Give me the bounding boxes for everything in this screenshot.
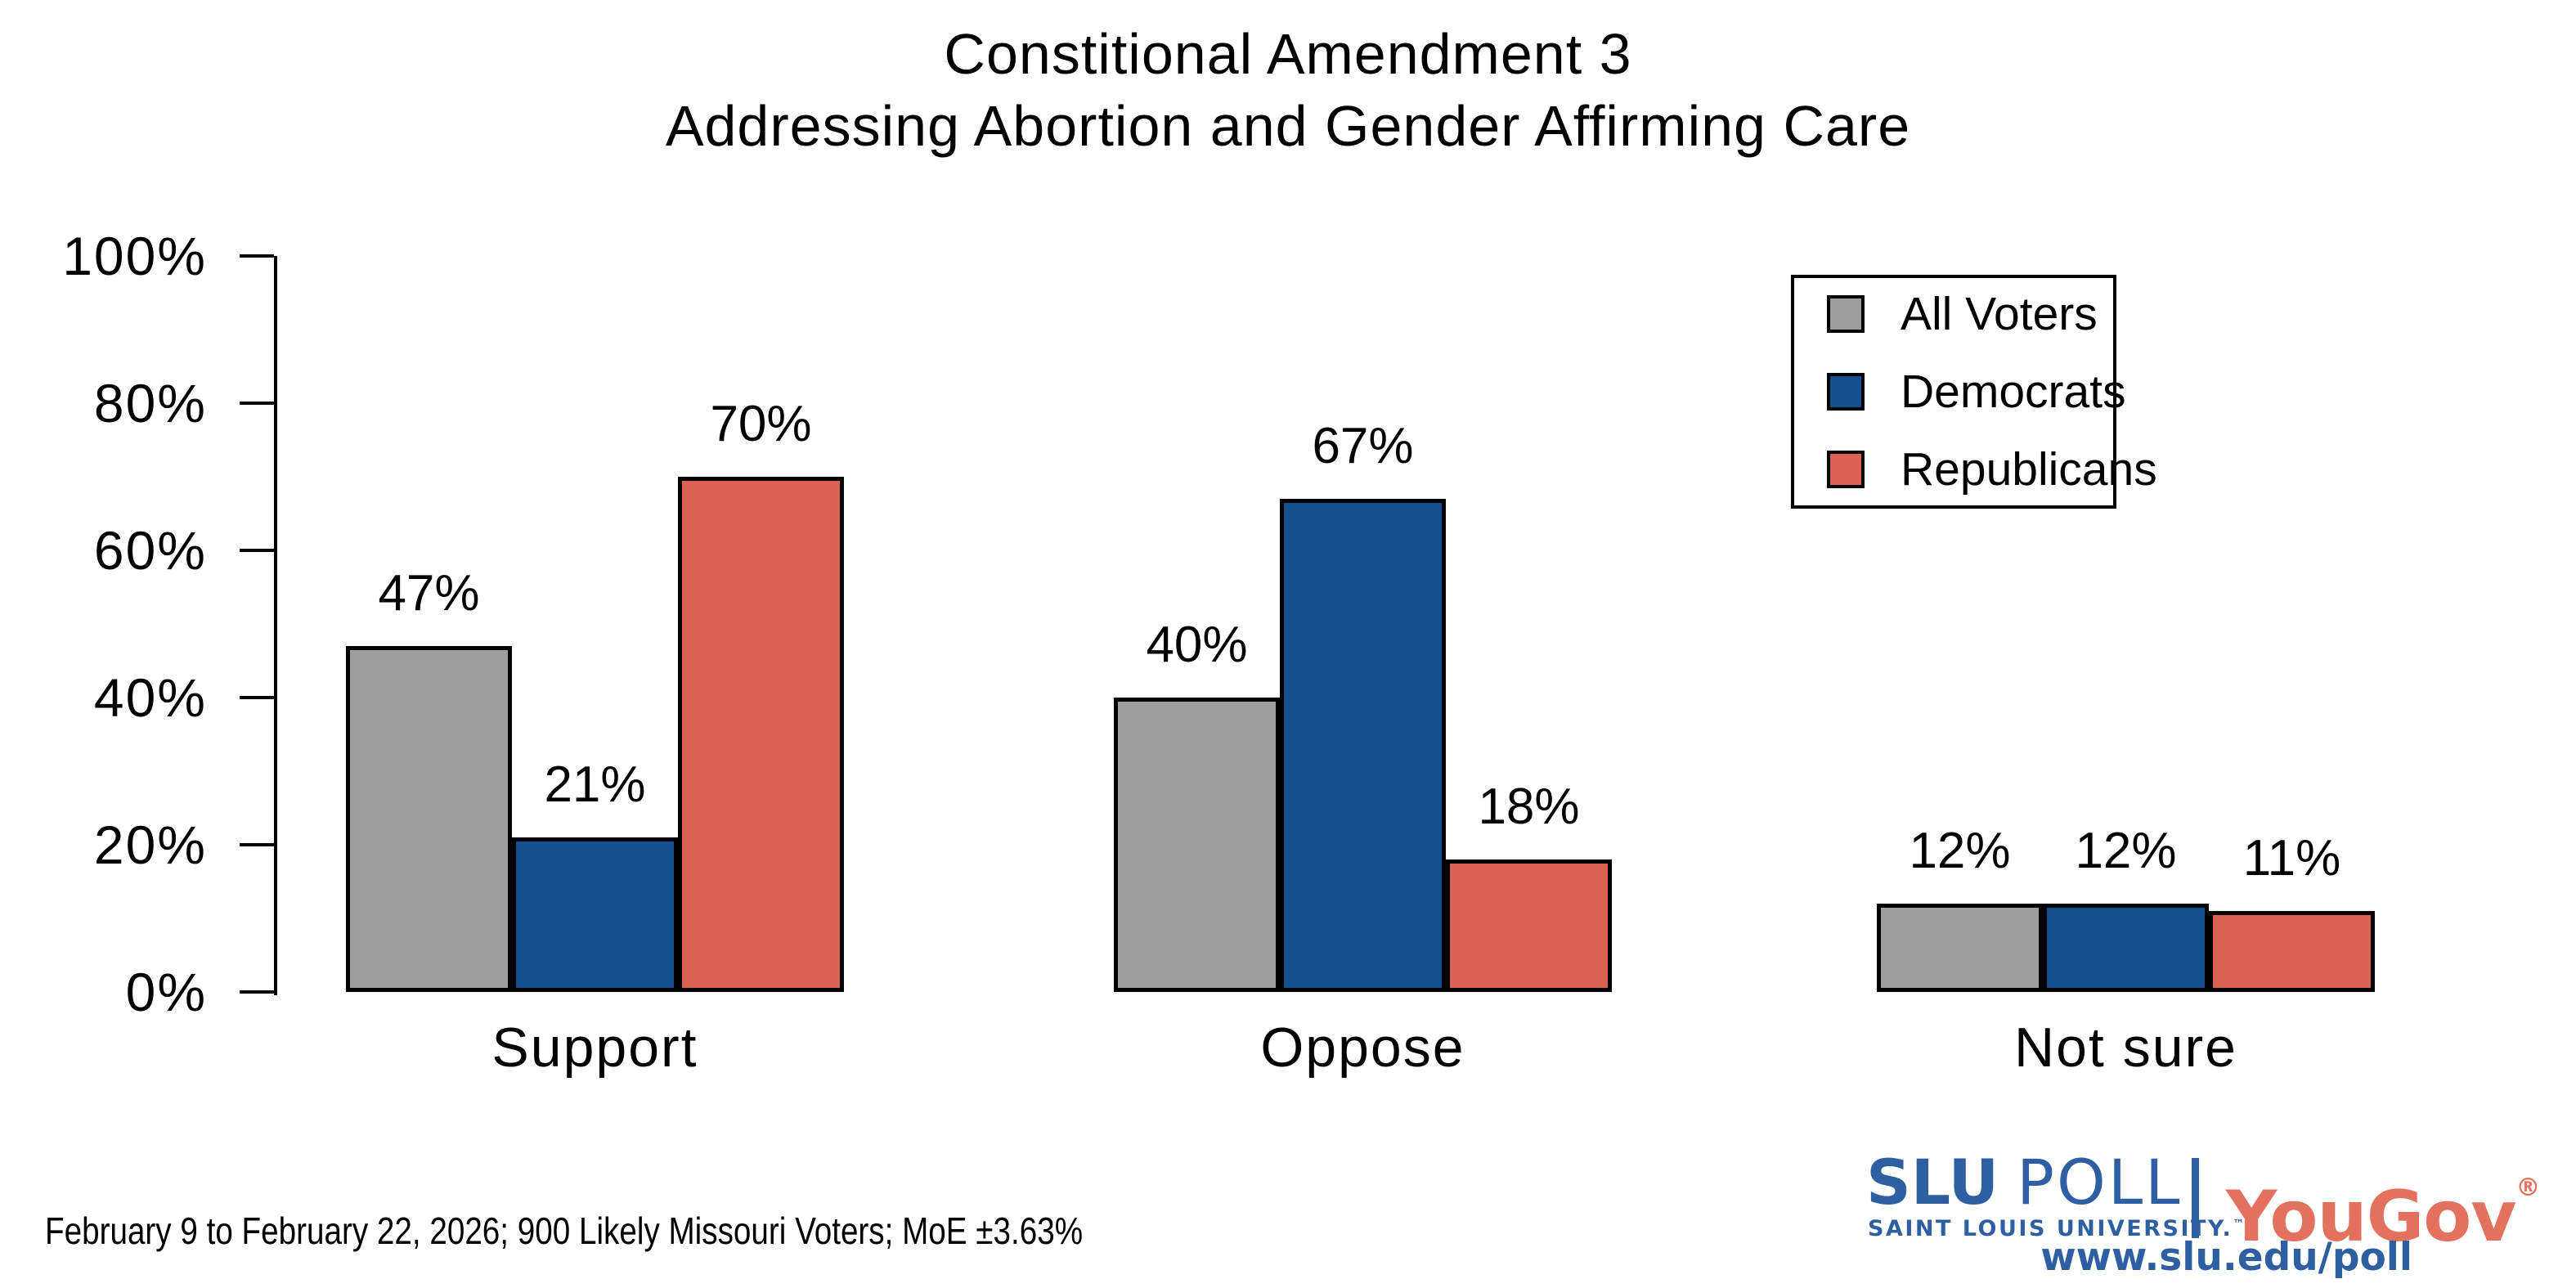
legend-row: Republicans	[1827, 446, 2157, 493]
yougov-wordmark: YouGov®	[2226, 1151, 2540, 1254]
footnote: February 9 to February 22, 2026; 900 Lik…	[45, 1209, 1084, 1252]
poll-text: POLL	[2017, 1146, 2183, 1218]
y-axis-tick	[240, 990, 274, 994]
chart-title-line2: Addressing Abortion and Gender Affirming…	[665, 94, 1911, 158]
slu-poll-url: www.slu.edu/poll	[2040, 1235, 2412, 1280]
bar-value-label: 21%	[544, 756, 646, 813]
slu-poll-wordmark: SLU POLL	[1866, 1150, 2183, 1215]
category-label-oppose: Oppose	[1260, 1016, 1465, 1079]
bar-democrats-support	[512, 837, 678, 992]
legend-swatch-democrats	[1827, 373, 1865, 411]
y-axis-tick	[240, 549, 274, 552]
saint-louis-university-text: SAINT LOUIS UNIVERSITY.™	[1868, 1216, 2246, 1241]
bar-democrats-oppose	[1280, 499, 1446, 992]
category-label-not-sure: Not sure	[2014, 1016, 2237, 1079]
chart-title-line1: Constitional Amendment 3	[944, 22, 1632, 86]
bar-value-label: 67%	[1312, 418, 1414, 474]
bar-all-voters-oppose	[1114, 698, 1280, 992]
y-axis-tick-label: 0%	[125, 962, 207, 1022]
y-axis-tick-label: 20%	[93, 815, 207, 875]
y-axis-tick-label: 100%	[62, 226, 207, 286]
bar-value-label: 18%	[1478, 779, 1580, 835]
logo-divider	[2192, 1158, 2199, 1238]
legend-label: Democrats	[1901, 365, 2126, 418]
trademark-symbol: ™	[2233, 1218, 2246, 1231]
bar-value-label: 11%	[2242, 830, 2341, 886]
legend-row: All Voters	[1827, 287, 2113, 340]
bar-value-label: 12%	[1909, 823, 2011, 879]
yougov-label: YouGov	[2226, 1176, 2516, 1258]
legend-box: All Voters Democrats Republicans	[1791, 275, 2157, 509]
y-axis-line	[274, 256, 277, 995]
bar-republicans-support	[678, 477, 844, 992]
legend-label: All Voters	[1901, 287, 2098, 340]
y-axis-tick	[240, 696, 274, 699]
y-axis-tick-label: 60%	[93, 520, 207, 581]
bar-republicans-not-sure	[2209, 911, 2375, 992]
bar-democrats-not-sure	[2043, 904, 2209, 992]
bar-value-label: 70%	[710, 396, 812, 452]
bar-value-label: 40%	[1146, 617, 1248, 673]
registered-symbol: ®	[2515, 1174, 2540, 1202]
university-label: SAINT LOUIS UNIVERSITY.	[1868, 1216, 2233, 1241]
bar-all-voters-support	[346, 646, 512, 992]
bar-value-label: 47%	[378, 565, 480, 622]
category-label-support: Support	[491, 1016, 698, 1079]
slu-text: SLU	[1866, 1146, 1999, 1218]
y-axis-tick-label: 40%	[93, 667, 207, 728]
legend-label: Republicans	[1901, 442, 2157, 496]
legend-row: Democrats	[1827, 368, 2126, 415]
bar-republicans-oppose	[1446, 859, 1612, 992]
y-axis-tick	[240, 843, 274, 846]
y-axis-tick	[240, 402, 274, 405]
chart-title: Constitional Amendment 3 Addressing Abor…	[0, 18, 2576, 162]
y-axis-tick	[240, 254, 274, 258]
bar-all-voters-not-sure	[1877, 904, 2043, 992]
legend-swatch-republicans	[1827, 451, 1865, 488]
y-axis-tick-label: 80%	[93, 373, 207, 433]
legend-swatch-all-voters	[1827, 295, 1865, 333]
bar-value-label: 12%	[2075, 823, 2177, 879]
